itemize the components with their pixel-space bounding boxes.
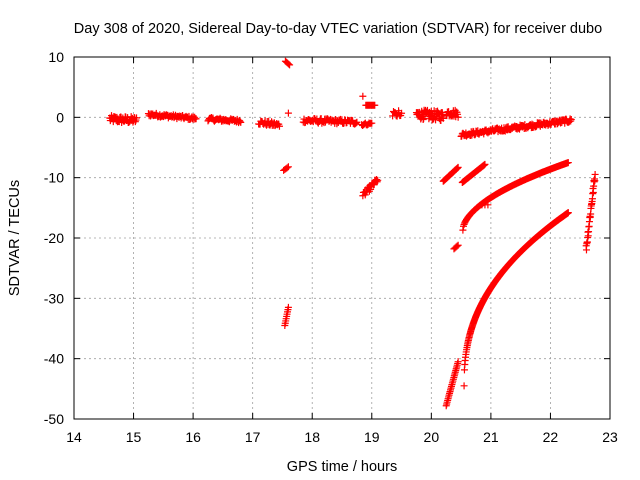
data-point <box>191 113 199 121</box>
x-tick-label: 18 <box>304 429 320 445</box>
x-tick-label: 15 <box>126 429 142 445</box>
data-point <box>285 60 293 68</box>
data-point <box>236 117 244 125</box>
data-point <box>286 61 294 69</box>
data-point <box>589 189 597 197</box>
data-point <box>481 160 489 168</box>
grid-lines <box>74 57 610 419</box>
chart-title: Day 308 of 2020, Sidereal Day-to-day VTE… <box>74 21 602 37</box>
x-tick-label: 23 <box>602 429 618 445</box>
data-point <box>371 101 379 109</box>
y-axis-title: SDTVAR / TECUs <box>7 180 23 296</box>
data-point <box>564 209 572 217</box>
data-point <box>454 163 462 171</box>
x-axis-title: GPS time / hours <box>287 459 397 475</box>
y-tick-label: -30 <box>44 290 64 306</box>
data-point <box>275 122 283 130</box>
data-point <box>283 164 291 172</box>
y-tick-label: -50 <box>44 411 64 427</box>
data-point <box>439 114 447 122</box>
x-tick-label: 20 <box>424 429 440 445</box>
data-point <box>460 382 468 390</box>
y-tick-label: -10 <box>44 170 64 186</box>
data-point <box>359 92 367 100</box>
data-point <box>582 246 590 254</box>
data-point <box>353 118 361 126</box>
data-point <box>567 115 575 123</box>
x-tick-label: 21 <box>483 429 499 445</box>
x-tick-label: 19 <box>364 429 380 445</box>
data-point <box>284 163 292 171</box>
data-point <box>453 242 461 250</box>
x-tick-label: 17 <box>245 429 261 445</box>
axis-ticks: 14 15 16 17 18 19 20 21 22 23 10 0 -10 -20 -30 -40 -50 <box>44 49 618 445</box>
data-point <box>395 107 403 115</box>
data-point <box>133 114 141 122</box>
data-point <box>368 119 376 127</box>
plot-points <box>106 57 599 410</box>
x-tick-label: 16 <box>185 429 201 445</box>
data-point <box>454 241 462 249</box>
data-point <box>352 119 360 127</box>
data-point <box>237 118 245 126</box>
x-tick-label: 22 <box>543 429 559 445</box>
data-point <box>284 303 292 311</box>
data-point <box>284 109 292 117</box>
data-point <box>192 115 200 123</box>
data-point <box>454 358 462 366</box>
x-tick-label: 14 <box>66 429 82 445</box>
data-point <box>454 113 462 121</box>
y-tick-label: -20 <box>44 230 64 246</box>
y-tick-label: -40 <box>44 351 64 367</box>
y-tick-label: 0 <box>56 109 64 125</box>
data-point <box>591 177 599 185</box>
data-point <box>591 170 599 178</box>
data-point <box>374 176 382 184</box>
y-tick-label: 10 <box>48 49 64 65</box>
data-point <box>564 159 572 167</box>
